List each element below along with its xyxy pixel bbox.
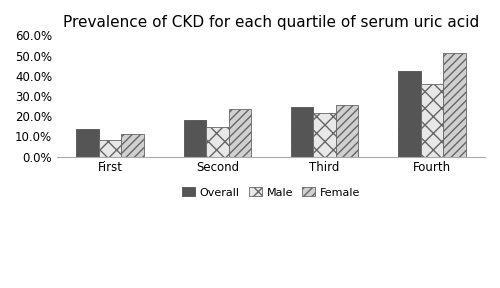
- Bar: [443, 52, 466, 157]
- Bar: [228, 109, 251, 157]
- Bar: [420, 84, 443, 157]
- Bar: [314, 113, 336, 157]
- Bar: [291, 107, 314, 157]
- Title: Prevalence of CKD for each quartile of serum uric acid: Prevalence of CKD for each quartile of s…: [63, 15, 479, 30]
- Bar: [184, 120, 206, 157]
- Bar: [398, 71, 420, 157]
- Bar: [336, 105, 358, 157]
- Legend: Overall, Male, Female: Overall, Male, Female: [178, 183, 364, 202]
- Bar: [122, 134, 144, 157]
- Bar: [76, 129, 99, 157]
- Bar: [99, 141, 122, 157]
- Bar: [206, 127, 229, 157]
